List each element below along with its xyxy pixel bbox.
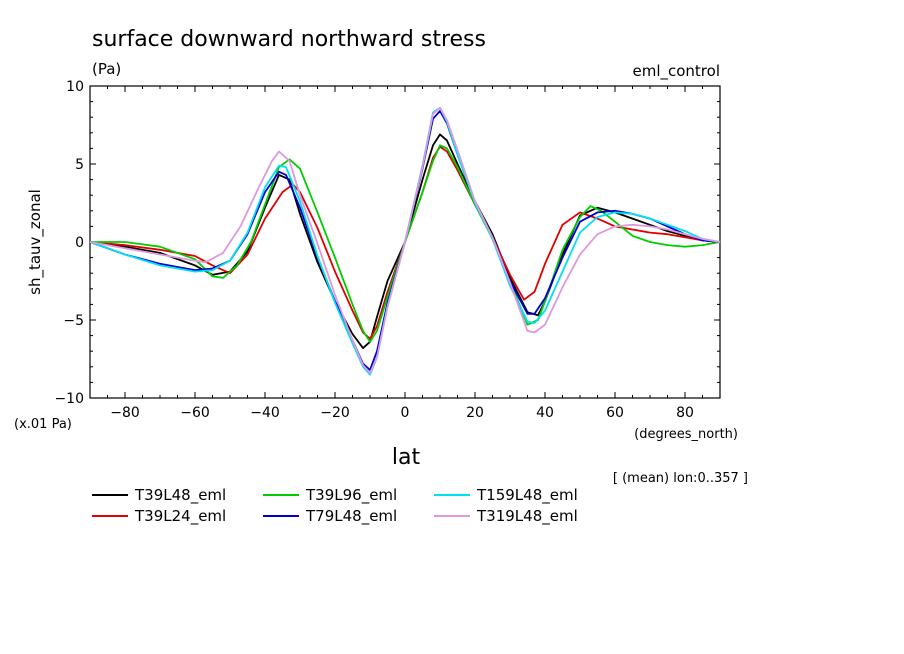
legend-label: T79L48_eml	[305, 507, 397, 526]
series-line-t319l48_eml	[89, 106, 721, 374]
legend: T39L48_eml T39L24_eml T39L96_eml T79L48_eml…	[92, 486, 578, 526]
y-axis-label: sh_tauv_zonal	[26, 189, 45, 295]
legend-label: T39L96_eml	[305, 486, 397, 505]
x-tick-label: 40	[536, 405, 554, 421]
x-units-label: (degrees_north)	[634, 427, 738, 442]
units-label: (Pa)	[92, 60, 121, 78]
experiment-label: eml_control	[632, 62, 720, 81]
x-axis-label: lat	[392, 445, 421, 470]
legend-label: T319L48_eml	[476, 507, 578, 526]
y-tick-label: −10	[54, 391, 84, 407]
x-tick-label: 80	[676, 405, 694, 421]
chart-title: surface downward northward stress	[92, 27, 486, 52]
x-tick-label: 20	[466, 405, 484, 421]
axis-ticks: −80 −60 −40 −20 0 20 40 60 80 −10 −5 0 5 10	[54, 79, 721, 421]
x-tick-label: −20	[320, 405, 350, 421]
x-tick-label: 0	[401, 405, 410, 421]
y-tick-label: 10	[66, 79, 84, 95]
series-lines	[89, 106, 721, 376]
mean-note: [ (mean) lon:0..357 ]	[613, 471, 748, 486]
legend-label: T159L48_eml	[476, 486, 578, 505]
y-scale-label: (x.01 Pa)	[14, 417, 72, 432]
y-tick-label: 0	[75, 235, 84, 251]
x-tick-label: −40	[250, 405, 280, 421]
y-tick-label: −5	[63, 313, 84, 329]
legend-label: T39L48_eml	[134, 486, 226, 505]
legend-label: T39L24_eml	[134, 507, 226, 526]
plot-area: −80 −60 −40 −20 0 20 40 60 80 −10 −5 0 5 10	[54, 79, 721, 421]
y-tick-label: 5	[75, 157, 84, 173]
x-tick-label: −80	[110, 405, 140, 421]
x-tick-label: 60	[606, 405, 624, 421]
x-tick-label: −60	[180, 405, 210, 421]
